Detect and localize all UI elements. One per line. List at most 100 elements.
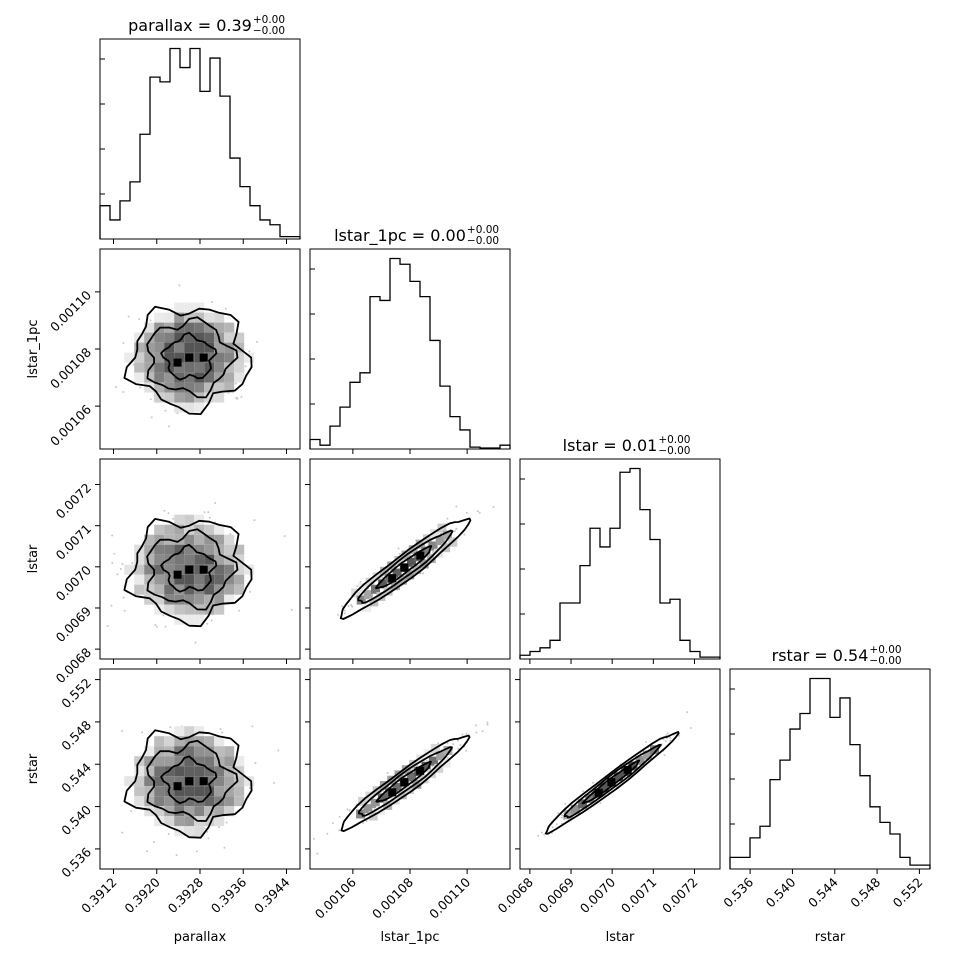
sample-point	[206, 622, 209, 625]
sample-point	[457, 739, 459, 742]
density-cell	[204, 362, 215, 373]
density-cell	[376, 592, 386, 601]
sample-point	[686, 711, 689, 714]
xtick-label: 0.548	[847, 874, 883, 910]
density-cell	[174, 594, 185, 605]
density-cell	[204, 322, 215, 333]
sample-point	[465, 749, 468, 752]
density-cell	[174, 816, 185, 827]
density-cell	[426, 554, 436, 564]
sample-point	[537, 834, 540, 837]
density-cell	[234, 564, 245, 575]
density-cell	[204, 746, 215, 757]
density-cell	[134, 766, 145, 777]
density-cell	[214, 342, 225, 353]
density-cell	[184, 342, 195, 353]
density-cell	[244, 564, 255, 575]
density-cell	[443, 746, 453, 755]
density-cell	[407, 557, 416, 567]
sample-point	[149, 398, 152, 401]
density-cell	[563, 810, 573, 820]
density-cell	[415, 539, 425, 549]
xlabel-lstar: lstar	[606, 930, 635, 945]
density-cell	[174, 574, 185, 585]
xtick-label: 0.0069	[536, 874, 578, 916]
density-cell	[224, 594, 235, 605]
density-cell	[184, 584, 195, 595]
density-cell	[224, 372, 235, 383]
density-cell	[224, 382, 235, 393]
density-cell	[154, 382, 165, 393]
density-cell	[214, 796, 225, 807]
sample-point	[167, 833, 170, 835]
density-cell	[628, 761, 638, 771]
density-cell	[154, 362, 165, 373]
contour-level-3	[375, 545, 433, 590]
sample-point	[290, 608, 293, 611]
density-cell	[174, 564, 185, 575]
sample-point	[110, 604, 113, 607]
sample-point	[236, 397, 239, 400]
density-cell	[642, 750, 652, 760]
density-cell	[224, 534, 235, 545]
density-cell	[214, 534, 225, 545]
density-cell	[184, 514, 195, 525]
density-cell	[184, 382, 195, 393]
density-cell	[371, 584, 380, 594]
sample-point	[486, 721, 489, 724]
density-cell	[650, 745, 659, 755]
density-cell	[144, 594, 155, 605]
density-cell	[194, 352, 205, 363]
density-cell	[204, 372, 215, 383]
density-cell	[184, 312, 195, 323]
density-cell	[204, 766, 215, 777]
density-cell	[184, 796, 195, 807]
density-cell	[224, 362, 235, 373]
density-cell	[214, 766, 225, 777]
density-cell	[234, 584, 245, 595]
density-cell	[194, 726, 205, 737]
sample-point	[543, 833, 546, 836]
xtick-label: 0.3944	[251, 874, 293, 916]
sample-point	[564, 802, 567, 805]
sample-point	[338, 829, 341, 832]
sample-point	[365, 820, 368, 822]
ylabel-lstar_1pc: lstar_1pc	[26, 320, 41, 379]
contour-level-1	[340, 734, 471, 832]
sample-point	[175, 854, 178, 857]
sample-point	[316, 852, 319, 855]
title-superscript: +0.00	[467, 224, 499, 236]
sample-point	[248, 786, 251, 789]
title-text: rstar = 0.54	[772, 646, 869, 665]
density-cell	[184, 544, 195, 555]
histogram-rstar	[729, 677, 931, 869]
density-cell	[204, 604, 215, 615]
sample-point	[254, 762, 257, 764]
density-cell	[134, 796, 145, 807]
xtick-label: 0.536	[720, 874, 756, 910]
sample-point	[210, 301, 213, 303]
density-cell	[390, 581, 400, 591]
density-cell	[174, 584, 185, 595]
title-text: parallax = 0.39	[128, 16, 252, 35]
density-peak	[623, 765, 632, 774]
density-cell	[416, 754, 426, 764]
density-cell	[430, 528, 440, 538]
ytick-label: 0.544	[58, 760, 94, 796]
sample-point	[359, 580, 362, 583]
density-cell	[184, 806, 195, 817]
density-cell	[174, 382, 185, 393]
density-cell	[154, 332, 165, 343]
density-cell	[390, 795, 400, 805]
density-cell	[184, 786, 195, 797]
density-cell	[194, 756, 205, 767]
sample-point	[486, 723, 489, 726]
sample-point	[253, 519, 256, 522]
ytick-label: 0.536	[58, 844, 94, 880]
sample-point	[481, 730, 484, 733]
density-cell	[194, 544, 205, 555]
density-cell	[194, 826, 205, 837]
title-text: lstar = 0.01	[563, 436, 658, 455]
sample-point	[560, 816, 563, 819]
title-superscript: +0.00	[869, 644, 901, 656]
